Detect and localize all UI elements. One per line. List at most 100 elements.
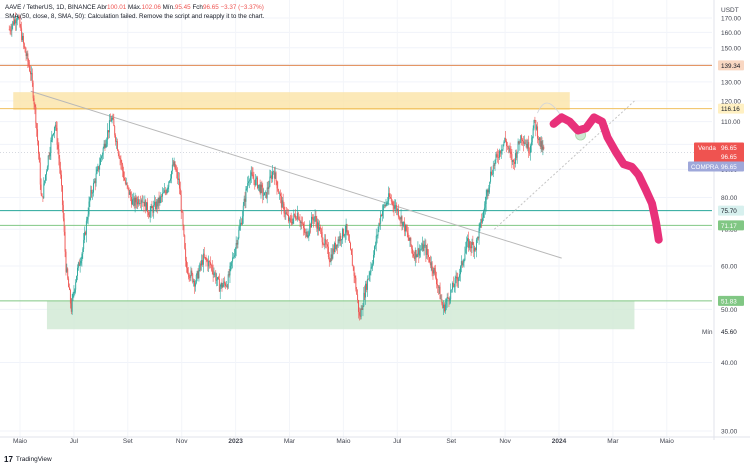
candle-body [311,216,313,220]
x-tick-label: Nov [499,438,511,445]
candle-body [14,19,15,25]
candle-body [70,303,72,312]
tradingview-footer[interactable]: 17 TradingView [4,455,52,464]
candle-body [31,72,33,83]
candle-body [353,267,355,276]
candle-body [155,201,156,210]
candle-body [317,222,319,229]
candle-body [361,308,363,310]
candle-body [427,249,429,255]
candle-body [225,283,226,287]
candle-body [35,106,37,124]
candle-body [408,237,410,241]
x-tick-label: 2024 [552,438,567,445]
candle-body [192,273,194,283]
candle-body [203,253,205,258]
candle-body [429,262,431,266]
candle-body [434,267,436,271]
candle-body [93,181,95,183]
candle-body [221,283,223,288]
candle-body [416,254,418,258]
candle-body [260,184,262,194]
candle-body [194,280,195,287]
candle-body [389,196,391,199]
candles [8,12,545,321]
candle-body [396,205,398,212]
candle-body [261,184,263,188]
candle-body [344,232,346,236]
candle-body [357,294,359,300]
currency-label: USDT [721,7,739,14]
candle-body [382,205,384,212]
candle-body [155,201,157,210]
candle-body [482,217,484,223]
candle-body [541,141,543,150]
candle-body [85,232,86,235]
candle-body [210,265,212,266]
time-axis[interactable]: Maio Jul Set Nov 2023 Mar Maio Jul Set Nov 2024 Mar… [0,436,750,445]
candle-body [186,267,188,274]
candle-body [275,172,277,181]
candle-body [401,216,403,226]
candle-body [487,190,489,193]
candle-body [472,241,474,245]
candle-body [60,168,62,175]
candle-body [38,153,40,163]
candle-body [78,262,80,266]
candle-body [298,218,300,221]
candle-body [374,246,375,255]
indicator-legend[interactable]: SMA (50, close, 8, SMA, 50): Calculation… [5,13,264,20]
candle-body [326,243,328,245]
candle-body [71,298,73,312]
candle-body [384,205,386,207]
forecast-path [549,113,663,244]
candle-body [405,225,407,231]
candle-body [522,139,523,142]
candle-body [345,224,347,233]
candle-body [359,315,361,317]
candle-body [305,231,307,233]
candle-body [488,187,490,193]
candle-body [135,197,137,203]
candle-body [46,171,47,175]
price-lines [0,64,712,302]
candle-body [471,241,473,249]
candle-body [151,206,153,209]
candle-body [303,223,304,229]
candle-body [184,235,186,249]
candle-body [179,188,181,195]
candle-body [99,164,101,170]
candle-body [390,198,392,202]
candle-body [530,145,531,153]
candle-body [464,253,466,261]
candle-body [21,28,23,41]
candle-body [83,239,85,250]
candle-body [296,218,297,220]
candle-body [119,158,121,159]
candle-body [413,256,415,260]
candle-body [73,291,75,294]
candle-body [484,204,486,208]
candle-body [268,186,270,189]
candle-body [280,193,281,197]
sell-label: Venda [698,145,716,152]
candle-body [255,178,257,186]
candle-body [195,274,197,284]
candle-body [61,174,62,186]
candle-body [501,149,503,151]
badge-51-83: 51.83 [721,298,737,305]
candle-body [228,274,230,276]
candle-body [74,289,76,292]
candle-body [498,157,500,159]
candle-body [405,225,406,232]
badge-71-17-bg [718,220,744,231]
candle-body [114,126,116,136]
candle-body [377,229,379,236]
candle-body [264,192,265,196]
candle-body [497,154,499,158]
candle-body [245,188,247,202]
candle-body [503,142,505,145]
candle-body [251,172,253,175]
candle-body [66,268,68,272]
